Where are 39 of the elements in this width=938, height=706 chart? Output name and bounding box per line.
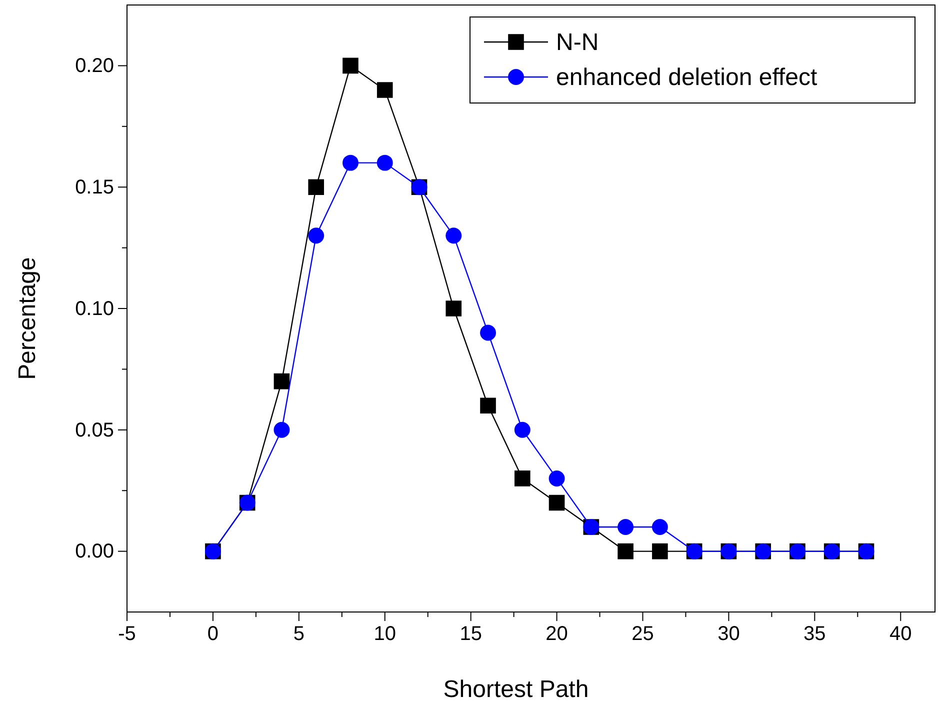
y-tick-label: 0.20 [75, 55, 114, 78]
x-tick-label: 15 [460, 623, 482, 646]
point [342, 154, 358, 171]
point [376, 154, 393, 171]
y-tick-label: 0.15 [75, 176, 114, 198]
point [652, 543, 668, 560]
x-tick-label: 5 [293, 623, 304, 646]
y-axis-title: Percentage [14, 257, 41, 380]
x-tick-label: 0 [207, 623, 219, 646]
x-tick-label: 40 [889, 623, 912, 646]
point [548, 494, 565, 511]
x-tick-label: 35 [804, 623, 826, 646]
point [514, 422, 530, 438]
point [480, 324, 496, 341]
point [446, 300, 462, 316]
point [376, 82, 393, 98]
point [342, 58, 358, 74]
point [308, 179, 324, 196]
point [652, 519, 668, 535]
x-axis-title: Shortest Path [443, 676, 589, 703]
point [548, 470, 565, 486]
y-tick-label: 0.05 [75, 419, 114, 442]
x-tick-label: 20 [546, 623, 568, 646]
x-tick-label: 30 [718, 623, 740, 646]
point [274, 373, 290, 390]
point [446, 228, 462, 244]
point [480, 398, 496, 414]
x-tick-label: -5 [118, 623, 136, 646]
x-tick-label: 10 [374, 623, 396, 646]
point [274, 422, 290, 438]
point [308, 228, 324, 244]
y-tick-label: 0.10 [75, 298, 114, 320]
point [618, 519, 634, 535]
point [618, 543, 634, 560]
y-tick-label: 0.00 [75, 540, 114, 563]
x-tick-label: 25 [632, 623, 654, 646]
point [514, 470, 530, 486]
legend-label: enhanced deletion effect [556, 64, 818, 91]
legend-label: N-N [556, 29, 599, 56]
